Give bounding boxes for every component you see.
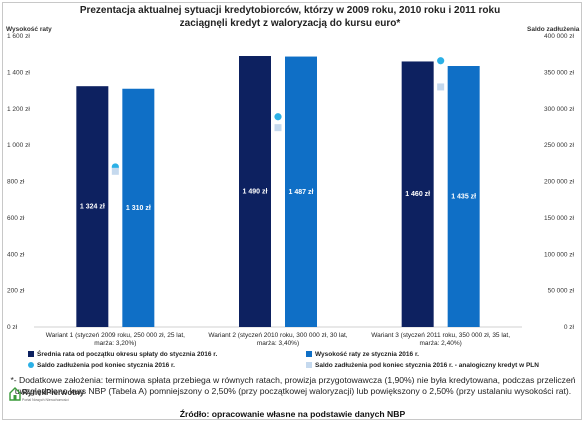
y2-axis-title: Saldo zadłużenia bbox=[527, 26, 580, 33]
category-label: marża: 3,20%) bbox=[94, 340, 136, 347]
chart-title: Prezentacja aktualnej sytuacji kredytobi… bbox=[79, 5, 501, 29]
legend-marker bbox=[28, 362, 34, 369]
footnote: *- Dodatkowe założenia: terminowa spłata… bbox=[10, 375, 576, 396]
bar-data-label: 1 460 zł bbox=[405, 191, 430, 198]
legend-item-current-rate: Wysokość raty ze stycznia 2016 r. bbox=[306, 351, 419, 358]
category-label: Wariant 3 (styczeń 2011 roku, 350 000 zł… bbox=[371, 332, 510, 339]
y2-tick-label: 150 000 zł bbox=[544, 215, 575, 222]
bar-current-rate bbox=[285, 56, 317, 327]
bar-current-rate bbox=[122, 88, 155, 328]
marker-balance bbox=[274, 113, 282, 121]
y2-tick-label: 100 000 zł bbox=[544, 251, 575, 258]
category-label: marża: 3,40%) bbox=[257, 340, 299, 347]
bar-current-rate bbox=[447, 66, 480, 328]
marker-balance-pln bbox=[111, 167, 119, 175]
legend-item-balance: Saldo zadłużenia pod koniec stycznia 201… bbox=[28, 362, 175, 369]
y2-tick-label: 200 000 zł bbox=[544, 179, 575, 186]
marker-balance-pln bbox=[274, 124, 282, 132]
bar-avg-rate bbox=[401, 61, 434, 328]
legend-item-balance-pln: Saldo zadłużenia pod koniec stycznia 201… bbox=[306, 362, 539, 369]
bar-data-label: 1 487 zł bbox=[289, 189, 314, 196]
y2-tick-label: 400 000 zł bbox=[544, 33, 575, 40]
y-tick-label: 1 600 zł bbox=[7, 33, 30, 40]
y2-tick-label: 250 000 zł bbox=[544, 142, 575, 149]
category-label: marża: 2,40%) bbox=[420, 340, 462, 347]
y-tick-label: 1 400 zł bbox=[7, 69, 30, 76]
legend-swatch bbox=[306, 362, 312, 369]
chart-svg: 0 zł 200 zł 400 zł 600 zł 800 zł 1 000 zł 1 20… bbox=[7, 33, 575, 347]
y-tick-label: 1 200 zł bbox=[7, 106, 30, 113]
bar-avg-rate bbox=[76, 86, 109, 327]
y-axis-title: Wysokość raty bbox=[6, 26, 52, 33]
y2-tick-label: 350 000 zł bbox=[544, 69, 575, 76]
y-tick-label: 600 zł bbox=[7, 215, 25, 222]
legend-swatch bbox=[306, 351, 312, 358]
legend-swatch bbox=[28, 351, 34, 358]
source-note: Źródło: opracowanie własne na podstawie … bbox=[179, 409, 406, 419]
y-tick-label: 0 zł bbox=[7, 324, 18, 331]
y2-tick-label: 0 zł bbox=[564, 324, 575, 331]
logo-tagline: Portal Nowych Nieruchomości bbox=[22, 398, 69, 402]
logo-house-icon bbox=[9, 387, 21, 401]
bar-data-label: 1 310 zł bbox=[126, 205, 151, 212]
y2-tick-label: 300 000 zł bbox=[544, 106, 575, 113]
category-label: Wariant 1 (styczeń 2009 roku, 250 000 zł… bbox=[46, 332, 185, 339]
marker-balance-pln bbox=[437, 83, 445, 91]
y2-tick-label: 50 000 zł bbox=[548, 288, 575, 295]
category-label: Wariant 2 (styczeń 2010 roku, 300 000 zł… bbox=[208, 332, 347, 339]
bar-data-label: 1 324 zł bbox=[80, 204, 105, 211]
legend-item-avg-rate: Średnia rata od początku okresu spłaty d… bbox=[28, 351, 217, 358]
bar-data-label: 1 435 zł bbox=[451, 194, 476, 201]
y-tick-label: 1 000 zł bbox=[7, 142, 30, 149]
bar-data-label: 1 490 zł bbox=[243, 189, 268, 196]
logo-name: RynekPierwotny bbox=[22, 388, 85, 397]
y-tick-label: 800 zł bbox=[7, 179, 25, 186]
bar-avg-rate bbox=[239, 56, 271, 327]
y-tick-label: 200 zł bbox=[7, 288, 25, 295]
y-tick-label: 400 zł bbox=[7, 251, 25, 258]
marker-balance bbox=[437, 57, 445, 65]
